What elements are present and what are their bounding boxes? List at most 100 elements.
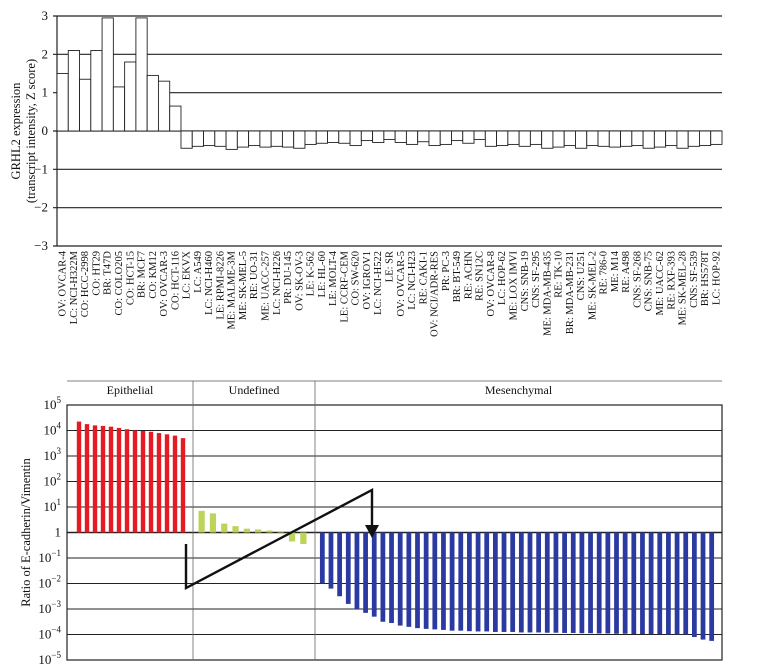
x-category-label: BR: BT-549 bbox=[452, 251, 463, 302]
bar bbox=[473, 130, 486, 140]
x-category-label: CNS: SF-268 bbox=[633, 251, 644, 308]
bar bbox=[518, 130, 531, 147]
bar bbox=[76, 421, 82, 533]
bar bbox=[492, 532, 498, 632]
x-category-label: ME: MALME-3M bbox=[227, 250, 238, 329]
bar bbox=[439, 130, 452, 145]
x-category-label: ME: SK-MEL-28 bbox=[678, 251, 689, 325]
tick-base: 10 bbox=[44, 397, 57, 412]
bar bbox=[304, 130, 317, 145]
bar bbox=[191, 130, 204, 147]
tick-base: 10 bbox=[44, 474, 57, 489]
bar bbox=[588, 532, 593, 634]
bar bbox=[657, 532, 663, 635]
tick-exponent: 1 bbox=[57, 497, 62, 507]
bar bbox=[214, 130, 227, 147]
bar bbox=[281, 130, 295, 148]
x-category-label: LC: NCI-H226 bbox=[272, 251, 283, 315]
x-category-label: CO: HCC-2998 bbox=[80, 251, 91, 317]
x-category-label: RE: UO-31 bbox=[249, 251, 260, 299]
tick-base: 10 bbox=[38, 601, 51, 616]
tick-base: 10 bbox=[44, 499, 57, 514]
grhl2-bars bbox=[56, 17, 723, 150]
y-tick-label: 103 bbox=[44, 446, 62, 463]
x-category-label: LE: CCRF-CEM bbox=[339, 250, 350, 322]
section-label: Epithelial bbox=[107, 383, 154, 397]
y-tick-label: 0 bbox=[42, 123, 49, 138]
bar bbox=[428, 130, 441, 147]
y-label-line: (transcript intensity, Z score) bbox=[24, 59, 38, 203]
bar bbox=[146, 74, 159, 132]
bar bbox=[67, 50, 80, 132]
bar bbox=[648, 532, 654, 635]
bar bbox=[397, 532, 403, 626]
bar bbox=[180, 438, 186, 533]
bar bbox=[475, 532, 481, 632]
bar bbox=[552, 130, 565, 148]
tick-exponent: 2 bbox=[57, 472, 62, 482]
arrow-path bbox=[184, 488, 374, 590]
bar bbox=[614, 532, 619, 634]
bar bbox=[124, 61, 137, 132]
x-category-label: CO: KM12 bbox=[148, 251, 159, 299]
bar bbox=[92, 425, 98, 533]
x-category-label: RE: 786-0 bbox=[599, 251, 610, 294]
x-category-label: CNS: SNB-19 bbox=[520, 251, 531, 311]
bar bbox=[406, 532, 412, 627]
y-label-line: GRHL2 expression bbox=[9, 82, 23, 180]
bar bbox=[510, 532, 516, 632]
x-category-label: ME: UACC-257 bbox=[261, 251, 272, 321]
bar bbox=[553, 532, 559, 633]
bar bbox=[586, 130, 599, 147]
y-tick-label: −2 bbox=[34, 200, 48, 215]
bar bbox=[642, 130, 655, 149]
x-category-label: BR: T47D bbox=[103, 251, 114, 295]
bar bbox=[372, 130, 385, 143]
bar bbox=[209, 513, 217, 533]
bar bbox=[349, 130, 362, 147]
section-label: Undefined bbox=[229, 383, 280, 397]
bar bbox=[620, 130, 633, 147]
x-category-label: CO: COLO205 bbox=[114, 251, 125, 315]
x-category-label: ME: M14 bbox=[610, 250, 621, 292]
x-category-label: LE: MOLT-4 bbox=[328, 250, 339, 306]
bar bbox=[90, 50, 103, 132]
x-category-label: ME: SK-MEL-2 bbox=[587, 251, 598, 320]
x-category-label: BR: MCF7 bbox=[137, 251, 148, 298]
x-category-label: OV: IGROV1 bbox=[362, 251, 373, 309]
tick-base: 10 bbox=[38, 652, 51, 667]
bar bbox=[683, 532, 689, 635]
bar bbox=[315, 130, 328, 144]
y-tick-label: 2 bbox=[42, 46, 49, 61]
x-category-label: RE: A498 bbox=[621, 251, 632, 293]
bar bbox=[132, 430, 138, 533]
bar bbox=[164, 434, 170, 533]
bar bbox=[328, 532, 334, 589]
bar bbox=[135, 17, 148, 132]
x-category-label: ME: LOX IMVI bbox=[509, 251, 520, 321]
bar bbox=[441, 532, 446, 630]
bar bbox=[529, 130, 543, 145]
bar bbox=[243, 528, 250, 533]
bar bbox=[496, 130, 509, 147]
bar bbox=[288, 532, 296, 542]
transition-arrow bbox=[184, 488, 379, 590]
y-tick-label: 10−2 bbox=[38, 574, 61, 591]
bar bbox=[156, 433, 162, 533]
bar bbox=[255, 529, 262, 533]
tick-base: 10 bbox=[44, 448, 57, 463]
x-category-label: CNS: U251 bbox=[576, 251, 587, 300]
tick-base: 10 bbox=[38, 627, 51, 642]
bar bbox=[417, 130, 430, 143]
bar bbox=[79, 78, 92, 132]
bar bbox=[484, 532, 490, 632]
bar bbox=[236, 130, 250, 148]
x-category-label: OV: NCI/ADR-RES bbox=[430, 251, 441, 337]
bar bbox=[354, 532, 360, 609]
bar bbox=[449, 532, 455, 631]
bar bbox=[338, 130, 351, 144]
bar bbox=[100, 425, 106, 533]
bar bbox=[605, 532, 611, 634]
